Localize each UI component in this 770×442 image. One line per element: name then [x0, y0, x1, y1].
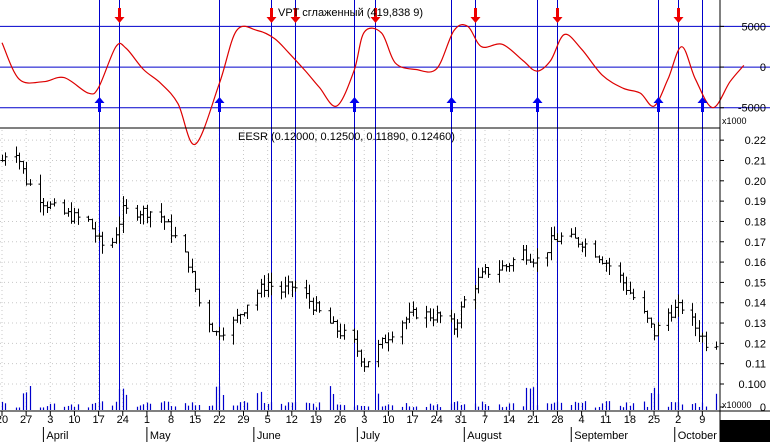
buy-arrow-up: [697, 97, 708, 112]
price-y-tick-label: 0.100: [738, 379, 766, 391]
x-tick-label: 11: [600, 414, 611, 426]
sell-arrow-down: [266, 8, 277, 23]
x-tick-label: 9: [699, 414, 705, 426]
sell-arrow-down: [290, 8, 301, 23]
price-y-tick-label: 0.15: [745, 277, 766, 289]
vpt-y-tick-label: 5000: [742, 21, 766, 33]
x-tick-label: 1: [144, 414, 150, 426]
x-tick-label: 10: [382, 414, 394, 426]
vpt-panel: [0, 8, 770, 145]
x-tick-label: 19: [310, 414, 322, 426]
x-tick-label: 24: [431, 414, 443, 426]
x-tick-label: 8: [168, 414, 174, 426]
vpt-y-tick-label: 0: [760, 62, 766, 74]
volume-y-tick-label: 0: [760, 402, 766, 414]
corner-badge: [720, 420, 770, 442]
vpt-y-tick-label: -5000: [738, 103, 766, 115]
x-tick-label: 3: [361, 414, 367, 426]
x-tick-label: 12: [286, 414, 298, 426]
month-label: October: [678, 430, 717, 442]
price-y-tick-label: 0.22: [745, 135, 766, 147]
volume-panel: [1, 386, 718, 410]
price-y-tick-label: 0.20: [745, 176, 766, 188]
axes-layer: 5000 0 -5000 0.22 0.21 0.20 0.19 0.18 0.17 0.16 0.…: [0, 21, 766, 442]
price-y-tick-label: 0.12: [745, 338, 766, 350]
x-tick-label: 26: [334, 414, 346, 426]
x-tick-label: 24: [117, 414, 129, 426]
x-tick-label: 28: [551, 414, 563, 426]
sell-arrow-down: [552, 8, 563, 23]
x-tick-label: 14: [503, 414, 515, 426]
price-y-tick-label: 0.18: [745, 216, 766, 228]
buy-arrow-up: [653, 97, 664, 112]
x-tick-label: 3: [47, 414, 53, 426]
price-y-tick-label: 0.13: [745, 318, 766, 330]
x-tick-label: 4: [579, 414, 585, 426]
price-y-tick-label: 0.17: [745, 237, 766, 249]
x-tick-label: 17: [92, 414, 104, 426]
price-title: EESR (0.12000, 0.12500, 0.11890, 0.12460…: [238, 131, 455, 143]
month-label: August: [467, 430, 501, 442]
x-tick-label: 27: [20, 414, 32, 426]
x-tick-label: 29: [237, 414, 249, 426]
x-tick-label: 18: [624, 414, 636, 426]
month-label: June: [257, 430, 281, 442]
x-tick-label: 25: [648, 414, 660, 426]
x-tick-label: 2: [675, 414, 681, 426]
month-label: July: [360, 430, 380, 442]
sell-arrow-down: [370, 8, 381, 23]
x-tick-label: 15: [189, 414, 201, 426]
price-y-tick-label: 0.19: [745, 196, 766, 208]
x-tick-label: 21: [527, 414, 539, 426]
price-y-tick-label: 0.14: [745, 298, 766, 310]
vpt-title: VPT сглаженный (419,838 9): [278, 7, 423, 19]
x-tick-label: 22: [213, 414, 225, 426]
price-y-tick-label: 0.11: [745, 359, 766, 371]
price-panel: [0, 146, 719, 372]
x-tick-label: 10: [68, 414, 80, 426]
x-tick-label: 5: [265, 414, 271, 426]
sell-arrow-down: [470, 8, 481, 23]
x-tick-label: 7: [482, 414, 488, 426]
month-label: April: [46, 430, 68, 442]
x-tick-label: 20: [0, 414, 8, 426]
buy-arrow-up: [349, 97, 360, 112]
buy-arrow-up: [214, 97, 225, 112]
vpt-unit-label: x1000: [722, 116, 747, 126]
titles-layer: VPT сглаженный (419,838 9) EESR (0.12000…: [238, 7, 752, 410]
price-y-tick-label: 0.16: [745, 257, 766, 269]
month-label: September: [574, 430, 628, 442]
x-tick-label: 17: [406, 414, 418, 426]
vpt-series-line: [1, 24, 745, 145]
sell-arrow-down: [114, 8, 125, 23]
x-tick-label: 31: [455, 414, 467, 426]
price-y-tick-label: 0.21: [745, 155, 766, 167]
volume-unit-label: x10000: [722, 400, 752, 410]
vertical-markers: [99, 0, 703, 410]
buy-arrow-up: [94, 97, 105, 112]
sell-arrow-down: [673, 8, 684, 23]
buy-arrow-up: [532, 97, 543, 112]
buy-arrow-up: [446, 97, 457, 112]
month-label: May: [150, 430, 171, 442]
